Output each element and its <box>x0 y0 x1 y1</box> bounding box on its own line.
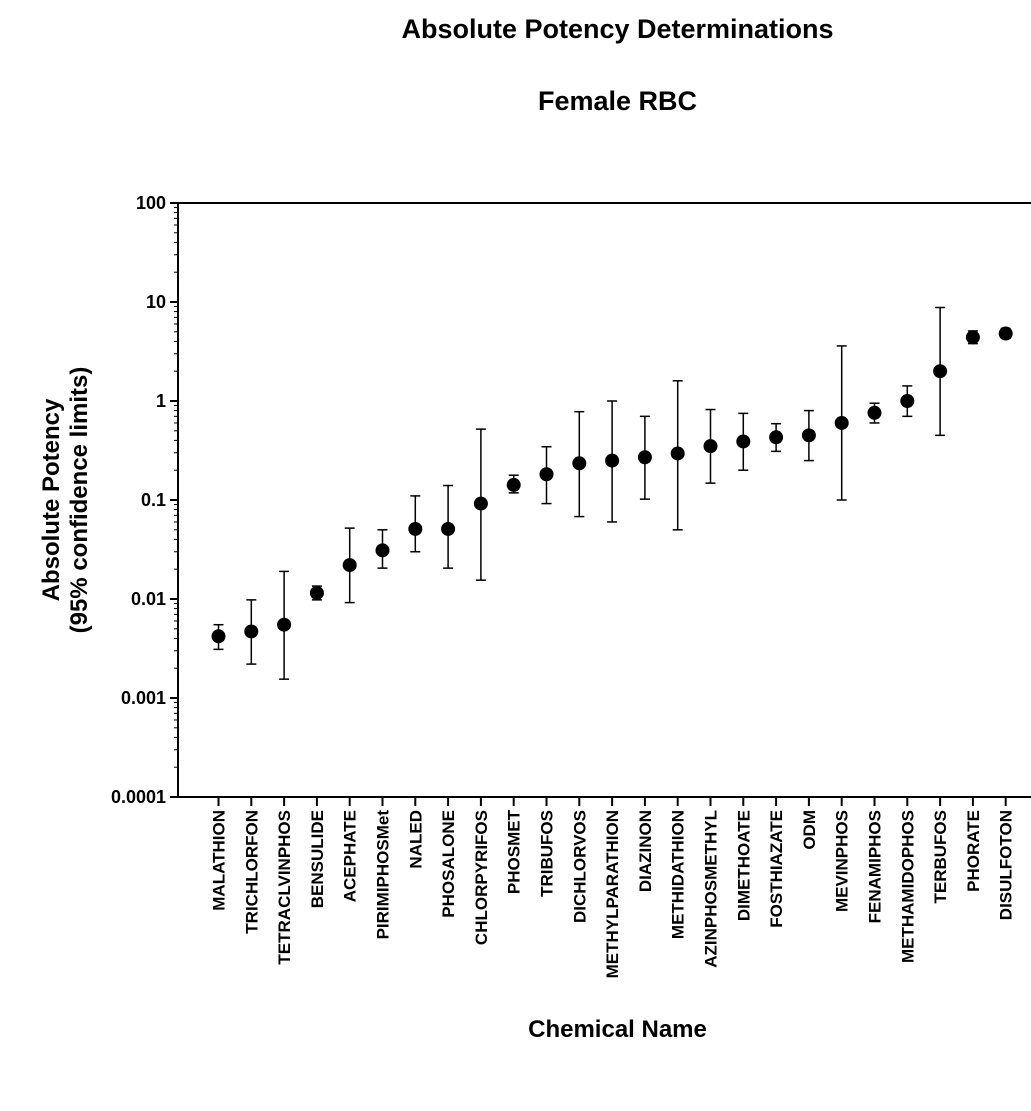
y-tick-label: 0.01 <box>131 589 166 609</box>
x-tick-label: BENSULIDE <box>308 810 327 908</box>
x-tick-label: PIRIMIPHOSMet <box>374 810 393 940</box>
data-point <box>309 585 324 600</box>
data-point <box>998 326 1013 341</box>
data-point <box>506 477 521 492</box>
x-tick-label: METHIDATHION <box>669 810 688 939</box>
data-point <box>375 543 390 558</box>
y-tick-label: 0.1 <box>141 490 166 510</box>
data-point <box>605 453 620 468</box>
data-point <box>900 394 915 408</box>
x-ticks: MALATHION TRICHLORFON TETRACLVINPHOS BENSUL… <box>210 797 1016 978</box>
x-tick-label: PHORATE <box>964 810 983 892</box>
data-point <box>834 415 849 430</box>
x-tick-label: NALED <box>406 810 425 869</box>
data-point <box>277 617 292 632</box>
data-point <box>637 450 652 465</box>
x-tick-label: TETRACLVINPHOS <box>275 810 294 965</box>
chart-title: Absolute Potency Determinations <box>401 14 834 44</box>
y-tick-label: 100 <box>136 193 166 213</box>
x-tick-label: TERBUFOS <box>931 810 950 904</box>
x-tick-label: MALATHION <box>210 810 229 911</box>
x-tick-label: PHOSMET <box>505 809 524 894</box>
x-tick-label: AZINPHOSMETHYL <box>702 810 721 968</box>
data-point <box>211 629 226 644</box>
x-tick-label: DICHLORVOS <box>570 810 589 923</box>
y-tick-label: 0.001 <box>121 688 166 708</box>
error-bars <box>213 306 1011 680</box>
data-point <box>539 467 554 482</box>
x-tick-label: METHAMIDOPHOS <box>898 810 917 963</box>
data-points <box>211 326 1013 644</box>
data-point <box>965 330 980 345</box>
data-point <box>769 430 784 445</box>
data-point <box>244 624 259 639</box>
x-tick-label: ODM <box>800 810 819 850</box>
x-tick-label: DIMETHOATE <box>734 810 753 921</box>
x-tick-label: MEVINPHOS <box>833 810 852 912</box>
y-tick-label: 10 <box>146 292 166 312</box>
x-tick-label: PHOSALONE <box>439 810 458 918</box>
data-point <box>441 521 456 536</box>
data-point <box>473 496 488 511</box>
data-point <box>670 446 685 461</box>
y-tick-label: 0.0001 <box>111 787 166 807</box>
data-point <box>933 364 948 379</box>
data-point <box>736 434 751 449</box>
data-point <box>572 456 587 471</box>
x-tick-label: ACEPHATE <box>341 810 360 902</box>
y-ticks: 100 10 1 0.1 0.01 0.001 0.0001 <box>111 193 178 807</box>
data-point <box>342 558 357 573</box>
data-point <box>867 405 882 420</box>
data-point <box>801 428 816 443</box>
x-axis-label: Chemical Name <box>528 1016 707 1043</box>
x-tick-label: CHLORPYRIFOS <box>472 810 491 945</box>
x-tick-label: TRIBUFOS <box>538 810 557 897</box>
x-tick-label: DISULFOTON <box>997 810 1016 920</box>
chart-subtitle: Female RBC <box>537 86 698 116</box>
y-tick-label: 1 <box>156 391 166 411</box>
data-point <box>408 521 423 536</box>
x-tick-label: FOSTHIAZATE <box>767 810 786 928</box>
x-tick-label: TRICHLORFON <box>242 810 261 934</box>
data-point <box>703 439 718 454</box>
x-tick-label: METHYLPARATHION <box>603 810 622 978</box>
x-tick-label: FENAMIPHOS <box>866 810 885 923</box>
x-tick-label: DIAZINON <box>636 810 655 892</box>
